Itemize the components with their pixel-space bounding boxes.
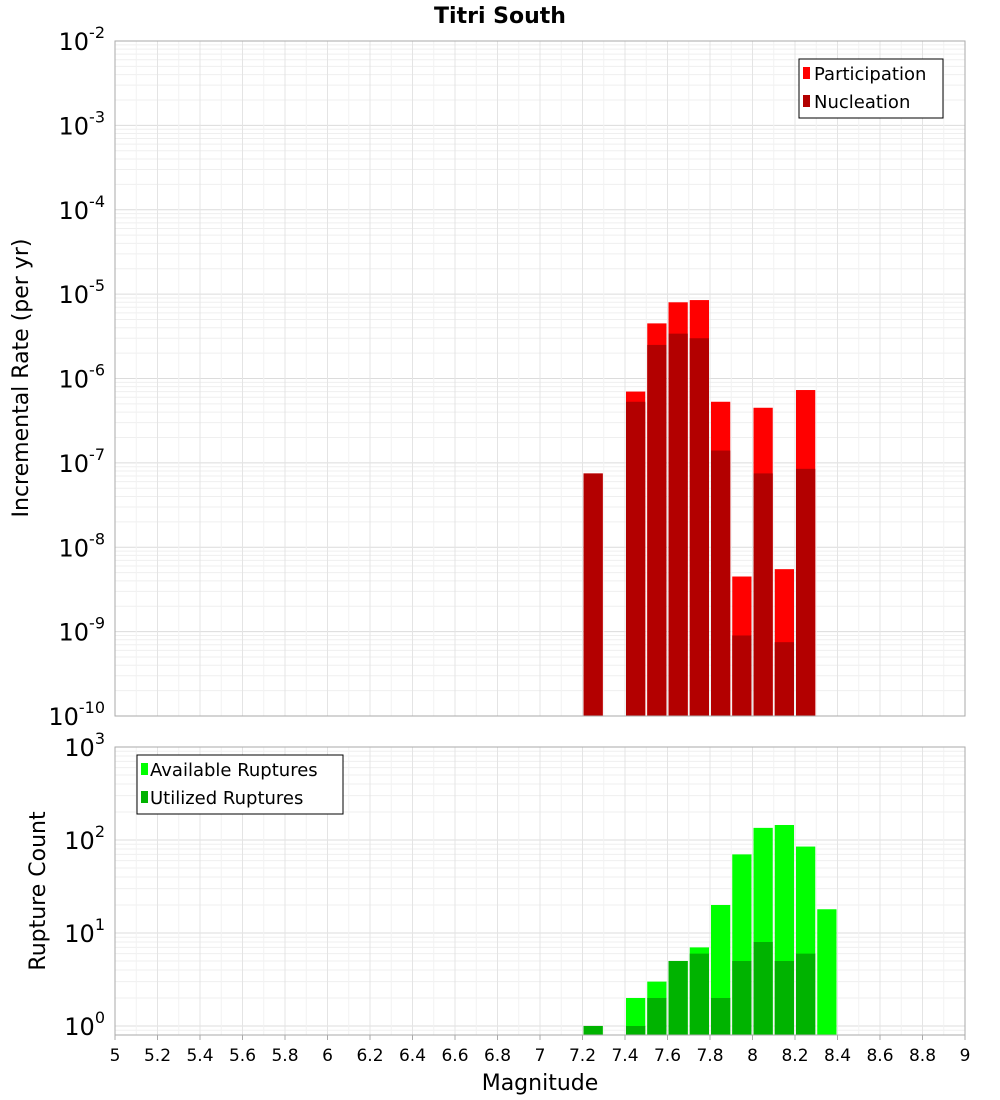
x-tick-label: 6.6 <box>441 1046 468 1066</box>
top-panel: 10-10 10-9 10-8 10-7 10-6 10-5 10-4 10-3 10-2 In… <box>9 23 966 731</box>
legend-label-available: Available Ruptures <box>150 760 318 781</box>
top-y-tick-label: 10-6 <box>59 361 106 394</box>
top-y-tick-label: 10-10 <box>48 698 105 731</box>
top-bar-nucleation <box>796 468 816 716</box>
bottom-bar-utilized-ruptures <box>732 960 752 1035</box>
x-tick-label: 5.4 <box>186 1046 213 1066</box>
x-tick-label: 6.8 <box>484 1046 511 1066</box>
bottom-y-tick-label: 102 <box>64 822 105 855</box>
top-legend: Participation Nucleation <box>798 58 944 119</box>
x-tick-label: 8.6 <box>866 1046 893 1066</box>
bottom-y-tick-label: 101 <box>64 915 105 948</box>
x-tick-label: 7.8 <box>696 1046 723 1066</box>
x-tick-label: 6 <box>322 1046 333 1066</box>
bottom-y-tick-label: 103 <box>64 729 105 762</box>
legend-swatch-participation <box>803 67 810 79</box>
bottom-bars <box>583 824 837 1035</box>
x-tick-label: 6.2 <box>356 1046 383 1066</box>
x-tick-label: 6.4 <box>399 1046 426 1066</box>
top-y-tick-label: 10-4 <box>59 192 106 225</box>
x-tick-label: 5.2 <box>144 1046 171 1066</box>
top-y-tick-label: 10-2 <box>59 23 106 56</box>
x-tick-label: 7.2 <box>569 1046 596 1066</box>
bottom-bar-utilized-ruptures <box>711 997 731 1035</box>
bottom-bar-utilized-ruptures <box>626 1025 646 1035</box>
bottom-bar-utilized-ruptures <box>796 953 816 1035</box>
top-y-tick-label: 10-7 <box>59 445 106 478</box>
x-tick-label: 5 <box>110 1046 121 1066</box>
bottom-bar-available-ruptures <box>817 909 837 1035</box>
x-tick-label: 7.4 <box>611 1046 638 1066</box>
bottom-y-tick-label: 100 <box>64 1008 105 1041</box>
top-bar-nucleation <box>626 401 646 716</box>
top-bar-nucleation <box>583 473 603 716</box>
x-ticks: 5 5.2 5.4 5.6 5.8 6 6.2 6.4 6.6 6.8 7 7.2 7.4 7.6 7.8 8… <box>110 1035 971 1066</box>
top-y-axis-label: Incremental Rate (per yr) <box>9 239 34 518</box>
chart-title: Titri South <box>434 4 566 29</box>
x-tick-label: 8.4 <box>824 1046 851 1066</box>
top-bars <box>583 300 816 716</box>
x-tick-label: 7 <box>535 1046 546 1066</box>
legend-label-utilized: Utilized Ruptures <box>150 788 303 809</box>
x-tick-label: 9 <box>960 1046 971 1066</box>
legend-label-nucleation: Nucleation <box>814 92 910 113</box>
top-y-ticks: 10-10 10-9 10-8 10-7 10-6 10-5 10-4 10-3 10-2 <box>48 23 105 731</box>
top-bar-nucleation <box>774 642 794 716</box>
bottom-bar-utilized-ruptures <box>774 960 794 1035</box>
top-y-tick-label: 10-8 <box>59 529 106 562</box>
x-tick-label: 8.2 <box>781 1046 808 1066</box>
x-tick-label: 8.8 <box>909 1046 936 1066</box>
top-y-tick-label: 10-5 <box>59 276 106 309</box>
top-bar-nucleation <box>668 333 688 716</box>
top-bar-nucleation <box>711 450 731 716</box>
bottom-legend-box <box>136 754 344 815</box>
top-grid <box>114 41 966 717</box>
bottom-bar-available-ruptures <box>626 997 646 1035</box>
bottom-bar-utilized-ruptures <box>753 942 773 1035</box>
bottom-bar-utilized-ruptures <box>689 953 709 1035</box>
legend-swatch-available <box>141 763 148 775</box>
top-bar-nucleation <box>732 635 752 716</box>
x-tick-label: 8 <box>747 1046 758 1066</box>
bottom-y-axis-label: Rupture Count <box>26 811 51 971</box>
legend-swatch-nucleation <box>803 95 810 107</box>
legend-swatch-utilized <box>141 791 148 803</box>
top-legend-box <box>798 58 944 119</box>
top-y-tick-label: 10-9 <box>59 614 106 647</box>
top-plot-frame <box>114 40 966 717</box>
x-tick-label: 5.8 <box>271 1046 298 1066</box>
top-y-tick-label: 10-3 <box>59 107 106 140</box>
top-bar-nucleation <box>753 473 773 716</box>
bottom-bar-utilized-ruptures <box>583 1025 603 1035</box>
x-axis-label: Magnitude <box>482 1071 599 1096</box>
x-tick-label: 7.6 <box>654 1046 681 1066</box>
bottom-panel: 100 101 102 103 Rupture Count Available Rup… <box>26 729 966 1041</box>
bottom-bar-utilized-ruptures <box>647 997 667 1035</box>
bottom-bar-utilized-ruptures <box>668 960 688 1035</box>
top-bar-nucleation <box>647 344 667 716</box>
bottom-legend: Available Ruptures Utilized Ruptures <box>136 754 344 815</box>
x-tick-label: 5.6 <box>229 1046 256 1066</box>
top-bar-nucleation <box>689 338 709 716</box>
legend-label-participation: Participation <box>814 64 926 85</box>
bottom-y-ticks: 100 101 102 103 <box>64 729 105 1041</box>
